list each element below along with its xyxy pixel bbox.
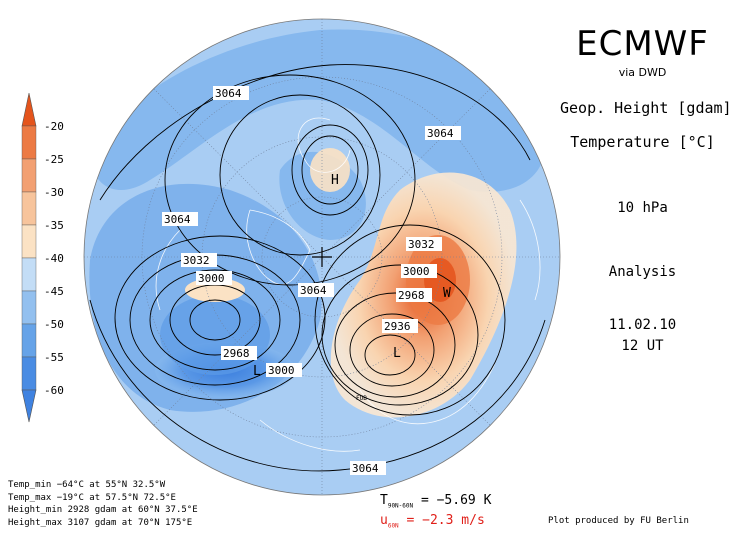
t-value: = −5.69 K	[420, 493, 492, 508]
svg-text:3064: 3064	[215, 87, 242, 100]
mean-temperature: T90N-60N = −5.69 K	[380, 493, 491, 510]
temp-max: Temp_max −19°C at 57.5°N 72.5°E	[8, 492, 176, 503]
parameter-height: Geop. Height [gdam]	[560, 99, 732, 117]
svg-text:3064: 3064	[352, 462, 379, 475]
parameter-temperature: Temperature [°C]	[570, 133, 715, 151]
contour-label: 3064	[162, 212, 198, 226]
colorbar-label: -50	[44, 318, 64, 331]
svg-text:3064: 3064	[427, 127, 454, 140]
warm-center: W	[443, 286, 451, 301]
time-label: 12 UT	[621, 338, 664, 354]
colorbar-bottom-arrow	[21, 389, 37, 423]
contour-label: 3000	[401, 264, 437, 278]
colorbar-label: -25	[44, 153, 64, 166]
svg-text:2936: 2936	[384, 320, 411, 333]
svg-text:3000: 3000	[403, 265, 430, 278]
colorbar-label: -30	[44, 186, 64, 199]
contour-label: 2968	[221, 346, 257, 360]
contour-label: 2936	[382, 319, 418, 333]
contour-label: 3064	[298, 283, 334, 297]
contour-label: 3032	[181, 253, 217, 267]
model-title: ECMWF	[576, 24, 709, 64]
svg-text:3000: 3000	[268, 364, 295, 377]
svg-text:3032: 3032	[408, 238, 435, 251]
low-center: L	[393, 346, 401, 361]
contour-label: 2968	[396, 288, 432, 302]
colorbar: -20 -25 -30 -35 -40 -45 -50 -55 -60	[21, 92, 64, 423]
u-subscript: 60N	[387, 522, 399, 530]
low-center: L	[253, 364, 261, 379]
colorbar-label: -35	[44, 219, 64, 232]
date-label: 11.02.10	[608, 317, 677, 333]
svg-text:2968: 2968	[398, 289, 425, 302]
colorbar-label: -55	[44, 351, 64, 364]
high-center: H	[331, 173, 339, 188]
svg-text:3064: 3064	[300, 284, 327, 297]
svg-text:3032: 3032	[183, 254, 210, 267]
temp-min: Temp_min −64°C at 55°N 32.5°W	[8, 480, 166, 490]
svg-text:2968: 2968	[223, 347, 250, 360]
svg-text:3064: 3064	[164, 213, 191, 226]
contour-label: 3000	[266, 363, 302, 377]
credit-label: Plot produced by FU Berlin	[548, 516, 689, 526]
u-symbol: u	[380, 513, 388, 528]
mean-wind: u60N = −2.3 m/s	[380, 513, 485, 530]
contour-label: 3064	[213, 86, 249, 100]
u-value: = −2.3 m/s	[406, 513, 485, 528]
stats-block: Temp_min −64°C at 55°N 32.5°W Temp_max −…	[8, 479, 198, 529]
map-disc	[84, 19, 560, 495]
contour-labels: 3064 3064 3064 3064 3032 3000 2968 3000 …	[162, 86, 461, 475]
analysis-label: Analysis	[608, 264, 677, 280]
contour-label: 3032	[406, 237, 442, 251]
contour-label: 3000	[196, 271, 232, 285]
t-subscript: 90N-60N	[387, 502, 414, 510]
pressure-level: 10 hPa	[617, 200, 668, 216]
height-min: Height_min 2928 gdam at 60°N 37.5°E	[8, 505, 198, 515]
colorbar-label: -20	[44, 120, 64, 133]
t-symbol: T	[380, 493, 388, 508]
colorbar-label: -45	[44, 285, 64, 298]
station-marker: FUB	[356, 395, 367, 402]
source-label: via DWD	[618, 66, 667, 79]
contour-label: 3064	[425, 126, 461, 140]
contour-label: 3064	[350, 461, 386, 475]
height-max: Height_max 3107 gdam at 70°N 175°E	[8, 517, 193, 528]
colorbar-label: -60	[44, 384, 64, 397]
colorbar-label: -40	[44, 252, 64, 265]
svg-text:3000: 3000	[198, 272, 225, 285]
colorbar-top-arrow	[21, 92, 37, 127]
